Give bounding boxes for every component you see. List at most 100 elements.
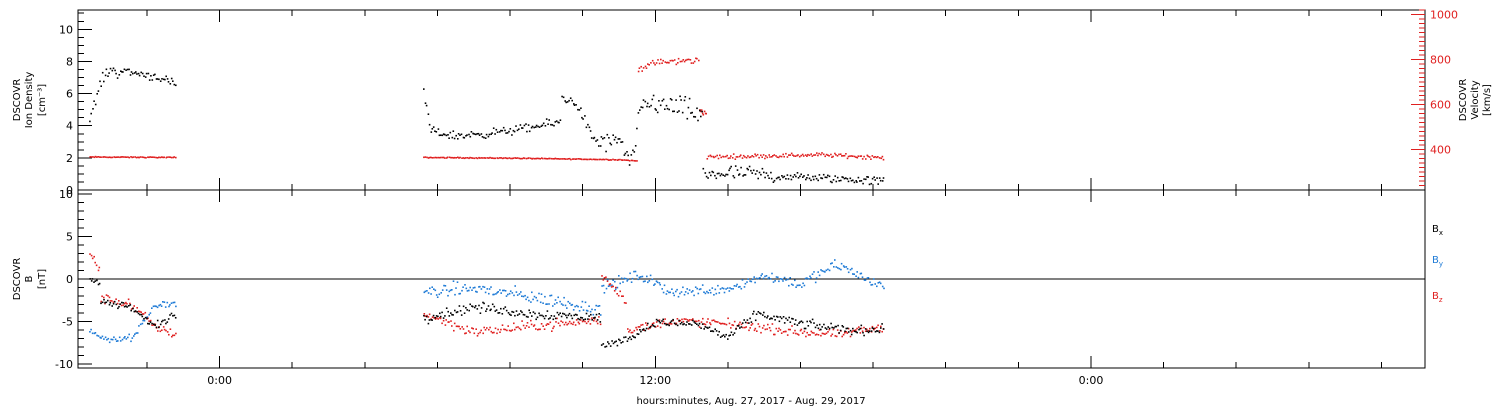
bz-point <box>577 321 580 324</box>
density-point <box>431 128 434 130</box>
bx-point <box>595 313 598 316</box>
by-point <box>656 281 659 284</box>
density-point <box>158 78 160 81</box>
velocity-point <box>818 152 820 155</box>
density-point <box>842 176 844 179</box>
velocity-point <box>716 154 718 157</box>
velocity-point <box>601 158 603 161</box>
bz-point <box>664 318 666 320</box>
by-point <box>764 275 766 278</box>
bx-point <box>434 317 436 319</box>
bz-point <box>855 329 857 331</box>
bx-point <box>880 327 882 329</box>
bx-point <box>514 314 516 317</box>
by-point <box>552 305 554 307</box>
bx-point <box>729 334 731 336</box>
density-point <box>135 71 137 73</box>
density-point <box>437 128 440 130</box>
bz-point <box>549 321 552 324</box>
b-ylabel-line3: [nT] <box>37 269 48 289</box>
bz-point <box>669 322 671 325</box>
bz-point <box>171 335 173 338</box>
bz-point <box>499 331 501 333</box>
bz-point <box>645 322 647 324</box>
by-point <box>849 268 852 271</box>
bx-point <box>423 314 425 317</box>
by-point <box>169 304 171 306</box>
bx-point <box>791 317 793 320</box>
bx-point <box>565 314 567 317</box>
velocity-point <box>637 70 640 73</box>
bx-point <box>629 336 631 338</box>
bz-point <box>623 302 626 304</box>
bz-point <box>629 329 631 331</box>
density-point <box>679 95 681 98</box>
velocity-point <box>139 156 142 158</box>
bz-point <box>120 304 123 307</box>
bx-point <box>773 315 775 318</box>
bz-point <box>859 332 862 334</box>
by-point <box>777 276 779 279</box>
by-point <box>692 290 694 292</box>
bz-point <box>469 331 471 334</box>
density-point <box>744 174 747 176</box>
by-point <box>852 273 854 275</box>
bz-point <box>473 332 476 335</box>
density-point <box>521 127 524 129</box>
bz-point <box>493 331 495 334</box>
density-point <box>138 74 141 77</box>
density-point <box>835 180 838 183</box>
by-point <box>806 277 808 279</box>
time-tick-label: 12:00 <box>639 374 671 387</box>
velocity-point <box>717 157 720 160</box>
bz-point <box>602 279 605 281</box>
bz-point <box>520 328 522 331</box>
velocity-point <box>831 156 833 158</box>
by-point <box>636 274 638 277</box>
bx-point <box>798 322 800 324</box>
by-point <box>588 305 590 307</box>
bz-point <box>777 330 779 332</box>
bx-point <box>708 326 711 329</box>
bz-point <box>809 334 811 336</box>
velocity-point <box>796 154 798 157</box>
bx-point <box>476 308 479 310</box>
bz-point <box>739 321 741 324</box>
bz-point <box>444 324 447 326</box>
velocity-point <box>747 155 749 157</box>
bx-point <box>828 327 831 330</box>
by-point <box>804 277 807 280</box>
bx-point <box>101 301 104 304</box>
by-point <box>159 303 162 306</box>
density-point <box>484 137 487 139</box>
density-point <box>792 176 794 178</box>
bz-point <box>552 327 554 330</box>
by-point <box>516 294 519 296</box>
bx-point <box>777 316 779 318</box>
by-point <box>637 278 640 281</box>
velocity-point <box>591 158 593 161</box>
bx-point <box>547 318 550 320</box>
density-point <box>628 164 631 166</box>
velocity-point <box>130 156 132 158</box>
bz-point <box>526 322 529 324</box>
velocity-point <box>850 155 853 157</box>
bx-point <box>817 327 820 330</box>
velocity-point <box>125 156 128 158</box>
velocity-point <box>810 153 812 155</box>
bx-point <box>90 280 93 282</box>
bz-point <box>175 332 177 335</box>
velocity-point <box>609 159 612 161</box>
bx-point <box>670 320 673 322</box>
bz-point <box>584 320 586 323</box>
density-point <box>738 174 740 176</box>
time-tick-label: 0:00 <box>1079 374 1104 387</box>
velocity-point <box>617 158 620 161</box>
bx-point <box>89 278 91 280</box>
bz-point <box>757 323 760 325</box>
density-point <box>533 126 535 129</box>
density-point <box>787 178 790 180</box>
bz-point <box>140 311 142 313</box>
density-point <box>824 176 827 179</box>
bz-point <box>834 335 837 337</box>
